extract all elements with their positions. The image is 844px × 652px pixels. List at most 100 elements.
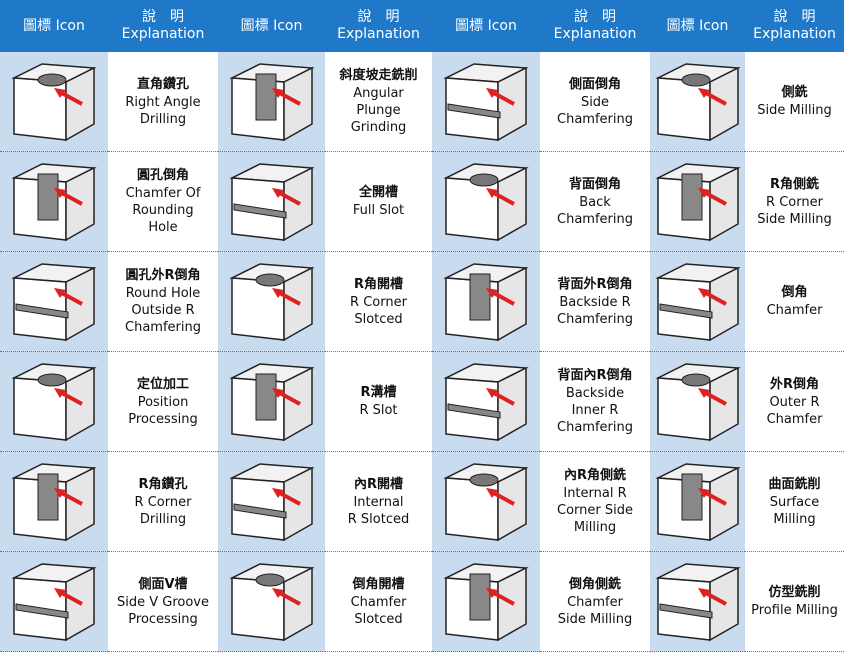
explanation-cell: R角鑽孔 R Corner Drilling [108, 452, 218, 552]
name-en: Full Slot [352, 203, 405, 218]
name-zh: 斜度坡走銑削 [339, 68, 418, 83]
explanation-cell: 內R開槽 Internal R Slotced [325, 452, 432, 552]
icon-cell [432, 52, 540, 152]
name-en: Corner Side [557, 503, 633, 518]
name-zh: 倒角側銑 [568, 576, 621, 592]
name-en: Outer R [769, 394, 820, 410]
explanation-cell: 背面倒角 Back Chamfering [540, 152, 650, 252]
explanation-cell: 內R角側銑 Internal R Corner Side Milling [540, 452, 650, 552]
name-zh: R溝槽 [360, 385, 397, 400]
explanation-cell: 曲面銑削 Surface Milling [745, 452, 844, 552]
explanation-cell: R溝槽 R Slot [325, 352, 432, 452]
name-en: Grinding [350, 120, 407, 135]
cube-icon [443, 362, 529, 441]
icon-cell [432, 452, 540, 552]
name-zh: 圓孔外R倒角 [125, 268, 201, 283]
explanation-cell: 圓孔外R倒角 Round Hole Outside R Chamfering [108, 252, 218, 352]
cube-icon [228, 262, 315, 341]
header-text: Explanation [553, 26, 637, 42]
name-en: Back [579, 194, 611, 210]
name-zh: R角開槽 [353, 276, 403, 292]
name-en: Drilling [139, 111, 187, 127]
cube-icon [443, 162, 529, 241]
name-zh: 背面倒角 [568, 176, 621, 192]
icon-cell [218, 52, 325, 152]
name-en: Side [580, 94, 610, 110]
cube-icon [443, 462, 529, 541]
name-en: Chamfering [125, 320, 201, 335]
name-en: Backside [565, 386, 625, 401]
icon-cell [0, 52, 108, 152]
cube-icon [228, 62, 315, 141]
name-zh: 直角鑽孔 [136, 76, 189, 92]
name-zh: 倒角 [781, 285, 808, 300]
explanation-cell: R角側銑 R Corner Side Milling [745, 152, 844, 252]
header-text: 說 明 [773, 9, 816, 25]
icon-cell [650, 452, 745, 552]
header-text: Explanation [337, 26, 420, 42]
name-en: Surface [769, 494, 820, 510]
name-zh: 側面倒角 [568, 76, 621, 92]
name-en: Chamfering [557, 420, 633, 435]
cube-icon [443, 62, 529, 141]
cube-icon [654, 362, 741, 441]
header-icon: 圖標 Icon [218, 0, 325, 52]
cube-icon [11, 362, 97, 441]
name-zh: 圓孔倒角 [136, 168, 189, 183]
header-text: 說 明 [357, 9, 400, 25]
explanation-cell: 背面外R倒角 Backside R Chamfering [540, 252, 650, 352]
name-en: Right Angle [125, 94, 201, 110]
name-en: Rounding [132, 203, 194, 218]
name-en: Internal [353, 494, 404, 510]
name-en: Internal R [563, 486, 627, 501]
explanation-cell: 定位加工 Position Processing [108, 352, 218, 452]
name-en: Backside R [559, 294, 631, 310]
explanation-cell: 倒角開槽 Chamfer Slotced [325, 552, 432, 652]
name-en: Side Milling [757, 103, 832, 118]
name-zh: 倒角開槽 [352, 576, 405, 592]
icon-cell [218, 352, 325, 452]
cube-icon [443, 262, 529, 341]
header-text: Explanation [753, 26, 836, 42]
name-zh: 曲面銑削 [768, 476, 821, 492]
header-text: 圖標 Icon [455, 17, 517, 34]
explanation-cell: 倒角 Chamfer [745, 252, 844, 352]
name-en: R Corner [350, 294, 407, 310]
name-en: Angular [353, 86, 404, 101]
cube-icon [11, 462, 97, 541]
cube-icon [11, 162, 97, 241]
name-en: R Corner [766, 194, 823, 210]
cube-icon [228, 462, 315, 541]
header-explanation: 說 明 Explanation [745, 0, 844, 52]
icon-cell [650, 552, 745, 652]
name-en: Milling [773, 511, 816, 527]
header-icon: 圖標 Icon [432, 0, 540, 52]
cube-icon [11, 562, 97, 641]
header-explanation: 說 明 Explanation [540, 0, 650, 52]
name-en: Side Milling [757, 211, 832, 227]
explanation-cell: 側銑 Side Milling [745, 52, 844, 152]
header-explanation: 說 明 Explanation [325, 0, 432, 52]
cube-icon [654, 162, 741, 241]
explanation-cell: 直角鑽孔 Right Angle Drilling [108, 52, 218, 152]
icon-cell [432, 252, 540, 352]
name-zh: 側銑 [781, 85, 808, 100]
explanation-cell: 背面內R倒角 Backside Inner R Chamfering [540, 352, 650, 452]
name-en: Side Milling [557, 611, 633, 627]
name-en: Outside R [131, 303, 195, 318]
icon-cell [218, 452, 325, 552]
cube-icon [654, 262, 741, 341]
header-icon: 圖標 Icon [650, 0, 745, 52]
header-text: 說 明 [574, 9, 616, 25]
cube-icon [228, 162, 315, 241]
name-en: Chamfering [557, 211, 633, 227]
icon-cell [0, 352, 108, 452]
name-zh: 背面內R倒角 [557, 368, 633, 383]
header-text: 圖標 Icon [240, 17, 303, 34]
cube-icon [228, 562, 315, 641]
explanation-cell: 仿型銑削 Profile Milling [745, 552, 844, 652]
name-en: Profile Milling [751, 603, 838, 618]
icon-cell [218, 252, 325, 352]
icon-cell [650, 252, 745, 352]
